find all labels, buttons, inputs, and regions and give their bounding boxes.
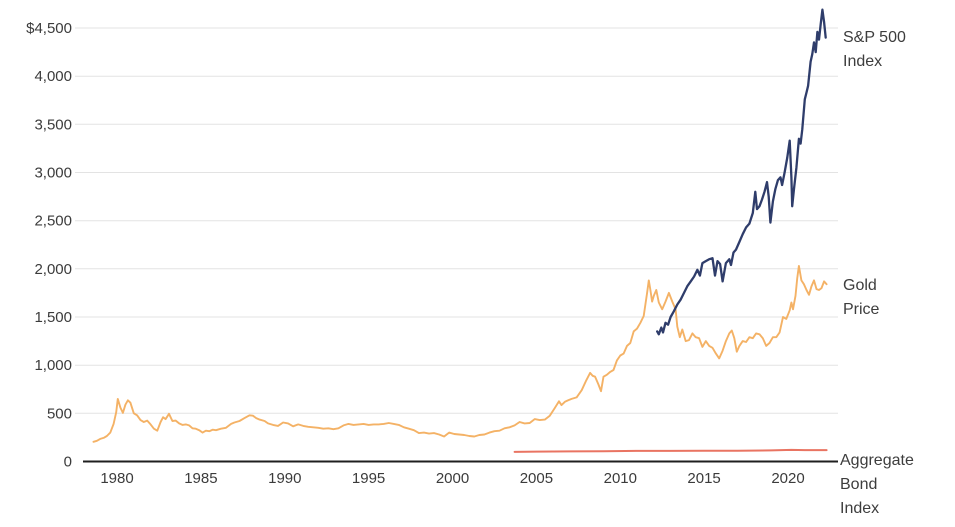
x-tick-label: 1985 bbox=[184, 470, 217, 487]
x-tick-label: 2010 bbox=[604, 470, 637, 487]
y-tick-label: $4,500 bbox=[26, 20, 72, 37]
x-tick-label: 2000 bbox=[436, 470, 469, 487]
series-label-gold-price: Gold Price bbox=[843, 277, 880, 318]
series-label-sp500: S&P 500 Index bbox=[843, 29, 906, 70]
y-tick-label: 0 bbox=[64, 454, 72, 471]
y-tick-label: 3,500 bbox=[34, 116, 72, 133]
y-tick-label: 2,000 bbox=[34, 261, 72, 278]
x-tick-label: 2015 bbox=[687, 470, 720, 487]
y-tick-label: 500 bbox=[47, 405, 72, 422]
x-tick-label: 2005 bbox=[520, 470, 553, 487]
y-tick-label: 1,500 bbox=[34, 309, 72, 326]
y-tick-label: 3,000 bbox=[34, 165, 72, 182]
x-tick-label: 1995 bbox=[352, 470, 385, 487]
series-line-bond bbox=[513, 448, 828, 453]
x-tick-label: 1980 bbox=[100, 470, 133, 487]
series-line-gold bbox=[92, 264, 828, 443]
y-tick-label: 1,000 bbox=[34, 357, 72, 374]
series-line-sp500 bbox=[656, 8, 827, 336]
y-tick-label: 2,500 bbox=[34, 213, 72, 230]
y-tick-label: 4,000 bbox=[34, 68, 72, 85]
x-tick-label: 1990 bbox=[268, 470, 301, 487]
x-tick-label: 2020 bbox=[771, 470, 804, 487]
series-label-aggregate-bond-index: Aggregate Bond Index bbox=[840, 452, 914, 517]
